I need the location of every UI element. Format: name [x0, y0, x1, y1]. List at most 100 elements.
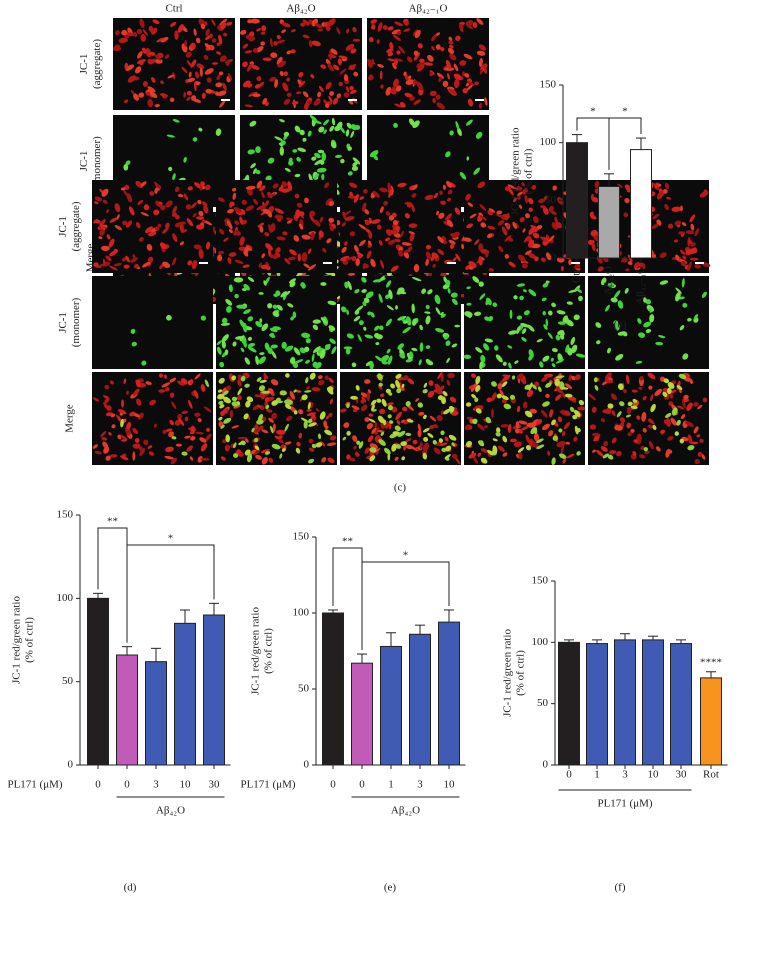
cell — [480, 457, 488, 464]
y-tick-label: 50 — [537, 697, 549, 709]
cell — [675, 254, 680, 261]
cell — [379, 70, 383, 80]
cell — [464, 73, 470, 78]
cell — [591, 242, 596, 252]
cell — [195, 81, 201, 86]
cell — [359, 239, 366, 247]
cell — [211, 19, 216, 26]
cell — [247, 346, 257, 353]
cell — [401, 383, 405, 388]
cell — [309, 372, 316, 380]
cell — [451, 453, 458, 459]
cell — [342, 210, 352, 217]
cell — [429, 90, 437, 97]
cell — [198, 248, 204, 259]
cell — [303, 420, 308, 429]
cell — [376, 39, 380, 44]
cell — [517, 254, 526, 262]
cell — [394, 21, 403, 27]
cell — [507, 186, 514, 196]
cell — [329, 435, 337, 441]
cell — [555, 334, 561, 341]
cell — [261, 253, 266, 259]
cell — [684, 421, 694, 427]
cell — [255, 320, 263, 328]
cell — [540, 236, 548, 242]
cell — [551, 419, 556, 426]
cell — [416, 81, 424, 91]
cell — [371, 219, 381, 224]
cell — [236, 395, 242, 401]
cell — [226, 21, 233, 26]
micrograph — [216, 276, 337, 369]
cell — [593, 435, 600, 442]
cell — [411, 303, 415, 314]
y-axis-label: JC-1 red/green ratio — [502, 629, 514, 717]
cell — [380, 84, 384, 89]
cell — [220, 456, 226, 461]
cell — [255, 454, 262, 460]
cell — [423, 436, 429, 442]
cell — [552, 185, 557, 191]
micrograph — [588, 276, 709, 369]
cell — [304, 102, 309, 111]
cell — [239, 335, 245, 342]
cell — [542, 423, 550, 431]
cell — [525, 434, 530, 444]
cell — [114, 203, 121, 213]
x-tick-label: 3 — [153, 779, 159, 791]
cell — [496, 427, 501, 434]
cell — [172, 257, 177, 266]
cell — [366, 250, 372, 259]
cell — [234, 230, 241, 236]
cell — [203, 205, 209, 214]
cell — [321, 173, 325, 181]
cell — [298, 71, 304, 78]
cell — [427, 289, 433, 295]
cell — [665, 196, 672, 200]
cell — [125, 390, 130, 395]
cell — [306, 412, 317, 417]
cell — [335, 154, 342, 159]
cell — [548, 235, 555, 242]
bar — [322, 612, 344, 766]
cell — [440, 410, 444, 415]
cell — [412, 29, 419, 36]
cell — [127, 75, 136, 83]
micrograph — [464, 372, 586, 466]
cell — [278, 142, 283, 147]
cell — [358, 441, 364, 449]
cell — [254, 437, 259, 443]
cell — [357, 333, 362, 342]
cell — [380, 431, 384, 436]
y-tick-label: 50 — [62, 675, 74, 687]
cell — [243, 283, 250, 291]
cell — [422, 389, 428, 394]
cell — [483, 343, 490, 351]
cell — [284, 257, 291, 265]
cell — [326, 387, 334, 395]
cell — [436, 389, 444, 395]
cell — [179, 223, 184, 233]
bar — [116, 654, 138, 766]
cell — [557, 416, 562, 423]
cell — [418, 359, 422, 366]
cell — [148, 51, 156, 56]
cell — [517, 186, 523, 191]
cell — [218, 34, 223, 45]
cell — [397, 182, 407, 188]
cell — [397, 31, 402, 36]
cell — [485, 297, 492, 306]
cell — [440, 430, 445, 436]
bar — [203, 614, 225, 766]
cell — [187, 260, 193, 266]
cell — [125, 64, 135, 71]
cell — [319, 349, 326, 359]
cell — [340, 158, 345, 164]
cell — [244, 357, 250, 365]
y-tick-label: 150 — [540, 79, 557, 91]
cell — [444, 436, 449, 442]
cell — [325, 415, 330, 420]
cell — [502, 435, 508, 443]
cell — [634, 267, 641, 270]
